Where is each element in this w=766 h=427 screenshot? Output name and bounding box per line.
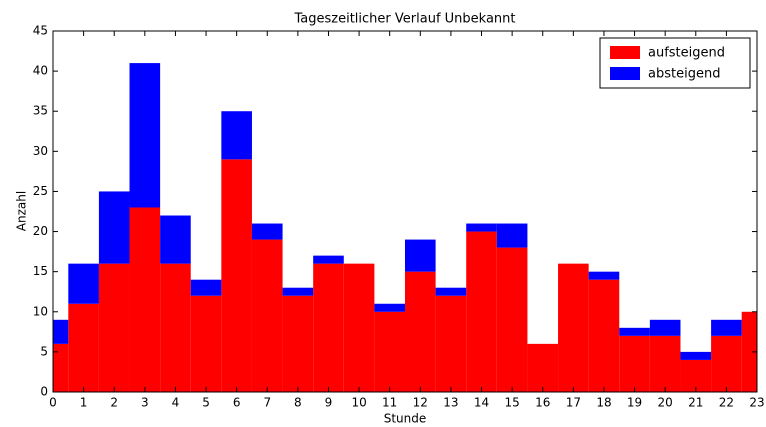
y-tick-label: 35: [33, 104, 48, 118]
x-tick-label: 9: [325, 396, 333, 410]
y-tick-label: 25: [33, 184, 48, 198]
x-tick-label: 22: [719, 396, 734, 410]
y-tick-label: 15: [33, 264, 48, 278]
bar: [711, 335, 742, 392]
bar: [221, 159, 252, 392]
bar: [98, 191, 130, 264]
x-tick-label: 21: [688, 396, 703, 410]
bar: [405, 271, 436, 392]
x-tick-label: 5: [202, 396, 210, 410]
x-tick-label: 20: [658, 396, 673, 410]
bar: [619, 327, 650, 336]
bar: [466, 223, 497, 232]
bar: [313, 255, 344, 264]
bar: [680, 359, 712, 392]
bar: [251, 223, 283, 240]
x-tick-label: 12: [413, 396, 428, 410]
bar: [282, 295, 314, 392]
bar: [741, 311, 757, 392]
x-tick-label: 11: [382, 396, 397, 410]
bar: [160, 215, 191, 264]
y-tick-label: 30: [33, 144, 48, 158]
y-tick-label: 10: [33, 304, 48, 318]
legend-swatch: [610, 67, 640, 80]
bar: [190, 279, 222, 296]
x-tick-label: 14: [474, 396, 489, 410]
bar: [435, 287, 467, 296]
x-tick-label: 17: [566, 396, 581, 410]
y-tick-label: 5: [40, 344, 48, 358]
bar: [405, 239, 436, 272]
bar: [496, 247, 528, 392]
bar: [129, 63, 161, 208]
x-tick-label: 19: [627, 396, 642, 410]
bar: [649, 335, 681, 392]
y-tick-label: 20: [33, 224, 48, 238]
bar: [680, 351, 712, 360]
x-tick-label: 0: [49, 396, 57, 410]
bar: [435, 295, 467, 392]
x-tick-label: 16: [535, 396, 550, 410]
x-tick-label: 23: [749, 396, 764, 410]
x-tick-label: 8: [294, 396, 302, 410]
bar: [221, 111, 252, 160]
bar: [343, 263, 375, 392]
x-tick-label: 4: [172, 396, 180, 410]
bar: [527, 343, 559, 392]
x-tick-label: 18: [596, 396, 611, 410]
x-tick-label: 15: [504, 396, 519, 410]
bar: [649, 319, 681, 336]
x-tick-label: 2: [110, 396, 118, 410]
bar: [53, 343, 69, 392]
x-tick-label: 10: [351, 396, 366, 410]
bar: [374, 303, 405, 312]
bar: [68, 303, 99, 392]
y-tick-label: 0: [40, 385, 48, 399]
bar: [129, 207, 161, 392]
x-tick-label: 1: [80, 396, 88, 410]
y-tick-label: 40: [33, 64, 48, 78]
bar: [496, 223, 528, 248]
bar: [98, 263, 130, 392]
x-tick-label: 13: [443, 396, 458, 410]
legend-label: aufsteigend: [648, 46, 725, 61]
bar: [588, 271, 620, 280]
bar: [558, 263, 589, 392]
legend-swatch: [610, 46, 640, 59]
bar: [190, 295, 222, 392]
x-tick-label: 6: [233, 396, 241, 410]
y-tick-label: 45: [33, 24, 48, 38]
plot-frame: [52, 30, 758, 393]
y-axis-label: Anzahl: [15, 191, 29, 231]
bar: [68, 263, 99, 304]
bar: [466, 231, 497, 392]
legend: aufsteigend absteigend: [599, 37, 751, 89]
legend-label: absteigend: [648, 67, 720, 82]
bar: [588, 279, 620, 392]
bar: [711, 319, 742, 336]
bar: [619, 335, 650, 392]
bar: [374, 311, 405, 392]
bar: [160, 263, 191, 392]
x-tick-label: 7: [263, 396, 271, 410]
chart-title: Tageszeitlicher Verlauf Unbekannt: [294, 12, 516, 27]
bar: [282, 287, 314, 296]
bar: [53, 319, 69, 344]
x-tick-label: 3: [141, 396, 149, 410]
x-axis-label: Stunde: [384, 412, 427, 426]
bar: [313, 263, 344, 392]
bar: [251, 239, 283, 392]
